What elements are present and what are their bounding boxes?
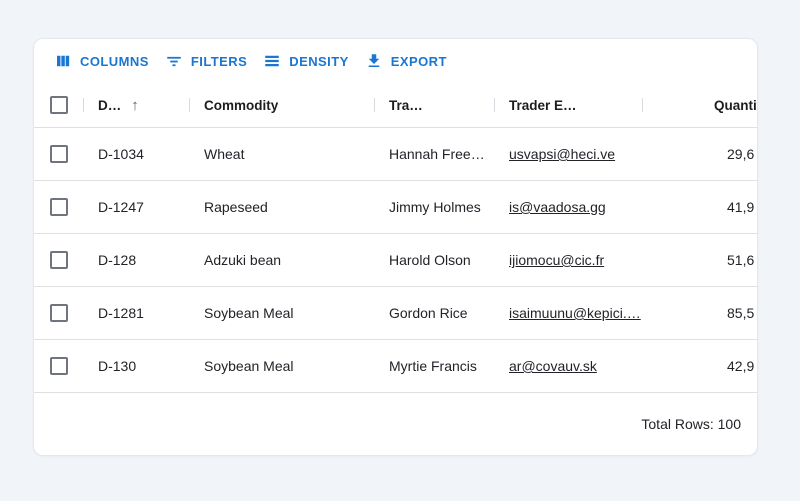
cell-quantity: 29,6 <box>643 128 757 180</box>
columns-button[interactable]: COLUMNS <box>46 46 157 76</box>
table-row[interactable]: D-1281 Soybean Meal Gordon Rice isaimuun… <box>34 287 757 340</box>
cell-quantity: 41,9 <box>643 181 757 233</box>
density-button[interactable]: DENSITY <box>255 46 357 76</box>
select-all-cell <box>34 83 84 127</box>
grid-footer: Total Rows: 100 <box>34 393 757 455</box>
email-link[interactable]: is@vaadosa.gg <box>509 199 606 215</box>
columns-icon <box>54 52 72 70</box>
density-button-label: DENSITY <box>289 53 349 69</box>
header-row: D… ↑ Commodity Tra… Trader E… Quantity <box>34 83 757 128</box>
row-checkbox-cell <box>34 234 84 286</box>
cell-trader: Myrtie Francis <box>389 358 477 374</box>
row-checkbox[interactable] <box>50 198 68 216</box>
density-icon <box>263 52 281 70</box>
cell-trader-email: usvapsi@heci.ve <box>495 128 643 180</box>
cell-deal-id: D-1034 <box>98 146 144 162</box>
quantity-value: 42,9 <box>727 358 755 374</box>
quantity-value: 51,6 <box>727 252 755 268</box>
quantity-value: 29,6 <box>727 146 755 162</box>
cell-commodity: Wheat <box>204 146 245 162</box>
filter-icon <box>165 52 183 70</box>
column-header-quantity[interactable]: Quantity <box>643 83 757 127</box>
cell-commodity: Soybean Meal <box>204 358 294 374</box>
columns-button-label: COLUMNS <box>80 53 149 69</box>
cell-trader: Gordon Rice <box>389 305 468 321</box>
quantity-value: 41,9 <box>727 199 755 215</box>
column-header-commodity[interactable]: Commodity <box>190 83 375 127</box>
row-checkbox-cell <box>34 181 84 233</box>
cell-trader-email: ijiomocu@cic.fr <box>495 234 643 286</box>
cell-deal-id: D-128 <box>98 252 137 268</box>
export-button[interactable]: EXPORT <box>357 46 455 76</box>
column-header-deal[interactable]: D… ↑ <box>84 83 190 127</box>
row-checkbox-cell <box>34 287 84 339</box>
total-rows-label: Total Rows: 100 <box>641 416 741 432</box>
cell-commodity: Adzuki bean <box>204 252 282 268</box>
row-checkbox[interactable] <box>50 145 68 163</box>
row-checkbox-cell <box>34 128 84 180</box>
cell-commodity: Soybean Meal <box>204 305 294 321</box>
column-header-quantity-label: Quantity <box>714 97 757 113</box>
grid-viewport: D… ↑ Commodity Tra… Trader E… Quantity <box>34 83 757 393</box>
cell-trader-email: ar@covauv.sk <box>495 340 643 392</box>
cell-trader: Hannah Free… <box>389 146 485 162</box>
export-icon <box>365 52 383 70</box>
column-header-trader-email[interactable]: Trader E… <box>495 83 643 127</box>
cell-deal-id: D-1281 <box>98 305 144 321</box>
row-checkbox-cell <box>34 340 84 392</box>
table-row[interactable]: D-1247 Rapeseed Jimmy Holmes is@vaadosa.… <box>34 181 757 234</box>
cell-trader: Harold Olson <box>389 252 471 268</box>
cell-commodity: Rapeseed <box>204 199 268 215</box>
grid-toolbar: COLUMNS FILTERS DENSITY EXPORT <box>34 39 757 83</box>
cell-trader-email: is@vaadosa.gg <box>495 181 643 233</box>
email-link[interactable]: usvapsi@heci.ve <box>509 146 616 162</box>
cell-quantity: 51,6 <box>643 234 757 286</box>
table-row[interactable]: D-1034 Wheat Hannah Free… usvapsi@heci.v… <box>34 128 757 181</box>
table-row[interactable]: D-130 Soybean Meal Myrtie Francis ar@cov… <box>34 340 757 393</box>
cell-deal-id: D-130 <box>98 358 137 374</box>
table-row[interactable]: D-128 Adzuki bean Harold Olson ijiomocu@… <box>34 234 757 287</box>
column-header-trader-label: Tra… <box>389 97 423 113</box>
column-header-commodity-label: Commodity <box>204 97 279 113</box>
filters-button-label: FILTERS <box>190 53 248 69</box>
row-checkbox[interactable] <box>50 251 68 269</box>
filters-button[interactable]: FILTERS <box>157 46 255 76</box>
email-link[interactable]: ar@covauv.sk <box>509 358 597 374</box>
row-checkbox[interactable] <box>50 357 68 375</box>
cell-trader: Jimmy Holmes <box>389 199 481 215</box>
data-grid: D… ↑ Commodity Tra… Trader E… Quantity <box>34 83 757 393</box>
email-link[interactable]: ijiomocu@cic.fr <box>509 252 605 268</box>
column-header-trader[interactable]: Tra… <box>375 83 495 127</box>
cell-quantity: 85,5 <box>643 287 757 339</box>
sort-asc-icon[interactable]: ↑ <box>131 96 139 114</box>
cell-deal-id: D-1247 <box>98 199 144 215</box>
column-header-trader-email-label: Trader E… <box>509 97 577 113</box>
row-checkbox[interactable] <box>50 304 68 322</box>
quantity-value: 85,5 <box>727 305 755 321</box>
column-header-deal-label: D… <box>98 97 122 113</box>
cell-trader-email: isaimuunu@kepici.… <box>495 287 643 339</box>
cell-quantity: 42,9 <box>643 340 757 392</box>
email-link[interactable]: isaimuunu@kepici.… <box>509 305 641 321</box>
export-button-label: EXPORT <box>390 53 447 69</box>
select-all-checkbox[interactable] <box>50 96 68 114</box>
data-grid-card: COLUMNS FILTERS DENSITY EXPORT <box>33 38 758 456</box>
